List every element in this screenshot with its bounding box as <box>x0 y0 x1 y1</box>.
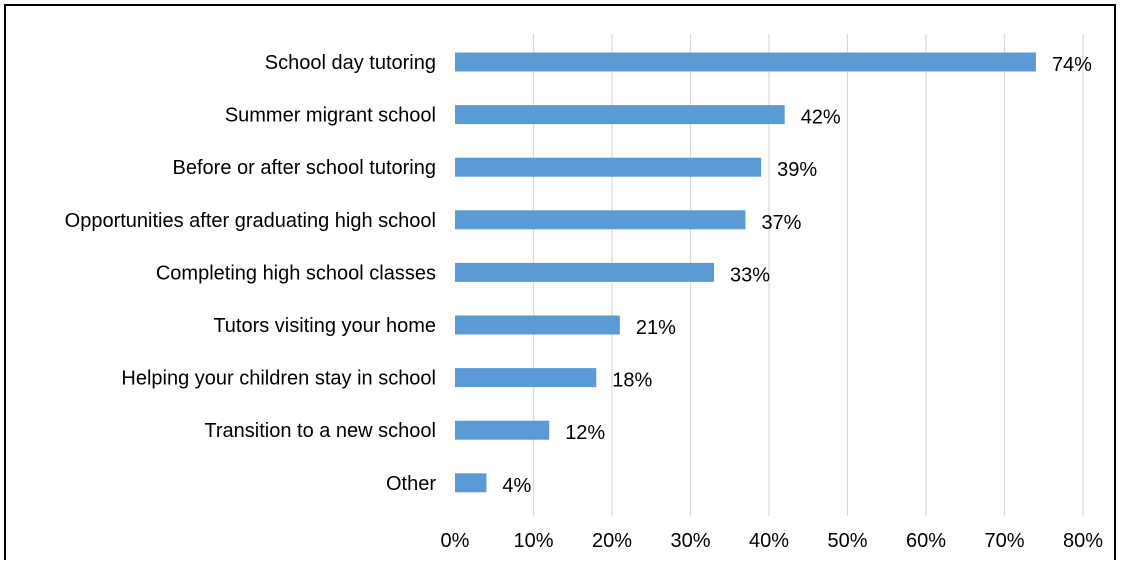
data-label: 4% <box>502 475 531 497</box>
bar-chart: School day tutoring 74% Summer migrant sch… <box>65 34 1103 552</box>
x-tick-label: 30% <box>670 530 710 552</box>
bar <box>455 315 620 335</box>
x-tick-label: 80% <box>1063 530 1103 552</box>
category-label: Other <box>386 473 436 495</box>
x-tick-label: 60% <box>906 530 946 552</box>
category-label: Helping your children stay in school <box>121 368 436 390</box>
data-label: 37% <box>761 212 801 234</box>
category-label: Opportunities after graduating high scho… <box>65 210 436 232</box>
category-label: Completing high school classes <box>156 262 436 284</box>
chart-frame: School day tutoring 74% Summer migrant sch… <box>4 4 1116 560</box>
x-tick-label: 40% <box>749 530 789 552</box>
bar <box>455 105 785 125</box>
data-label: 33% <box>730 264 770 286</box>
data-label: 21% <box>636 317 676 339</box>
bar <box>455 368 597 388</box>
x-tick-label: 70% <box>984 530 1024 552</box>
x-tick-label: 50% <box>827 530 867 552</box>
data-label: 74% <box>1052 54 1092 76</box>
x-tick-label: 20% <box>592 530 632 552</box>
x-tick-label: 0% <box>441 530 470 552</box>
bar <box>455 210 746 230</box>
bar <box>455 420 550 440</box>
category-label: Tutors visiting your home <box>213 315 436 337</box>
category-label: School day tutoring <box>265 52 436 74</box>
data-label: 39% <box>777 159 817 181</box>
data-label: 42% <box>801 107 841 129</box>
bar <box>455 157 762 177</box>
category-label: Transition to a new school <box>204 420 436 442</box>
bar <box>455 52 1036 72</box>
category-label: Summer migrant school <box>225 105 436 127</box>
data-label: 18% <box>612 370 652 392</box>
category-label: Before or after school tutoring <box>173 157 436 179</box>
bar <box>455 262 715 282</box>
bar <box>455 473 487 493</box>
x-tick-label: 10% <box>513 530 553 552</box>
data-label: 12% <box>565 422 605 444</box>
